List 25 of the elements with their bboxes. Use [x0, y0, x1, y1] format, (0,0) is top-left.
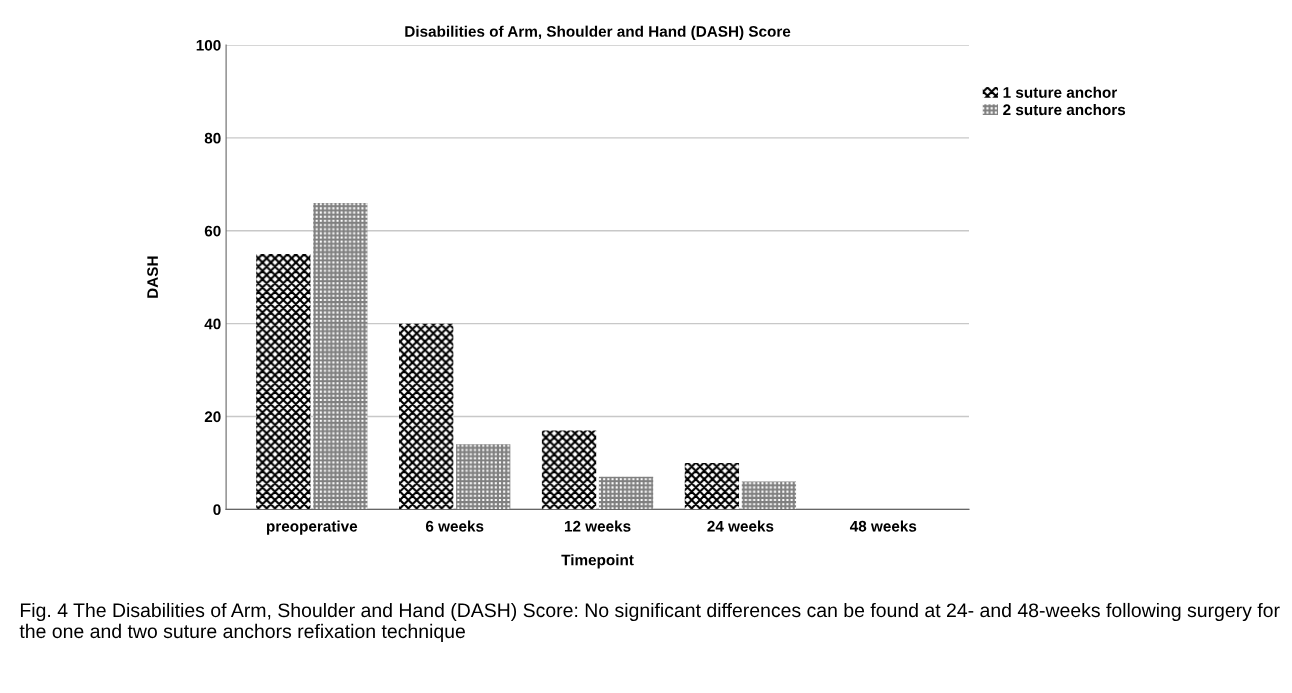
chart-title: Disabilities of Arm, Shoulder and Hand (DASH) Score — [405, 25, 791, 40]
y-tick-label: 0 — [213, 504, 221, 516]
bar — [313, 202, 368, 510]
x-tick-label: 6 weeks — [425, 520, 484, 532]
y-tick-label: 80 — [204, 132, 221, 144]
y-tick-label: 100 — [196, 39, 221, 51]
bar — [741, 481, 797, 510]
bar — [541, 430, 597, 510]
x-tick-label: 24 weeks — [707, 520, 774, 532]
legend-label: 2 suture anchors — [1003, 103, 1126, 116]
caption: Fig. 4 The Disabilities of Arm, Shoulder and Hand (DASH) Score: No significant differences can be found at 24- and 48-weeks following surgery for the one and two suture anchors refixation technique — [19, 602, 1280, 642]
bar — [456, 444, 511, 510]
bar — [399, 323, 454, 510]
bar — [684, 462, 740, 510]
y-tick-label: 40 — [204, 318, 221, 330]
x-tick-label: 48 weeks — [849, 520, 917, 532]
bar — [256, 253, 311, 510]
bar — [598, 476, 654, 510]
y-axis-title: DASH — [147, 256, 159, 298]
legend-label: 1 suture anchor — [1003, 86, 1117, 98]
y-tick-label: 60 — [204, 225, 221, 237]
x-tick-label: preoperative — [266, 520, 358, 535]
y-tick-label: 20 — [204, 411, 221, 423]
x-axis-title: Timepoint — [561, 554, 634, 569]
x-tick-label: 12 weeks — [564, 520, 631, 532]
